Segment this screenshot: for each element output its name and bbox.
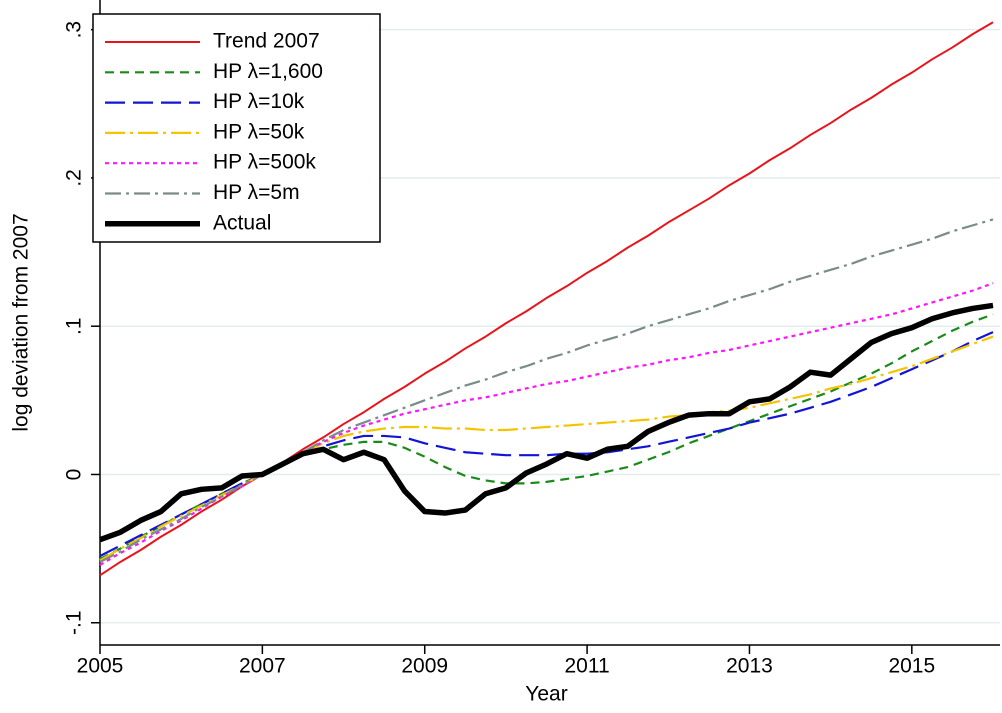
series-line (99, 302, 994, 543)
series-line (99, 218, 994, 563)
legend-label: HP λ=5m (213, 181, 300, 204)
legend-label: Trend 2007 (213, 30, 320, 53)
legend-label: HP λ=500k (213, 151, 316, 174)
legend-label: Actual (213, 211, 271, 234)
y-axis-title: log deviation from 2007 (10, 213, 33, 431)
series-line (99, 331, 994, 558)
x-tick-label: 2005 (77, 655, 124, 678)
y-tick-label: .3 (63, 21, 86, 39)
x-axis-title: Year (525, 683, 567, 706)
x-tick-label: 2013 (726, 655, 773, 678)
x-tick-label: 2007 (239, 655, 286, 678)
y-tick-label: .1 (63, 317, 86, 335)
legend-box (92, 13, 381, 243)
series-line (99, 335, 994, 562)
legend-label: HP λ=10k (213, 90, 305, 113)
legend-label: HP λ=50k (213, 120, 305, 143)
x-tick-label: 2011 (565, 655, 610, 678)
y-tick-label: -.1 (63, 611, 86, 636)
legend-label: HP λ=1,600 (213, 60, 323, 83)
x-tick-label: 2009 (401, 655, 448, 678)
y-tick-label: .2 (63, 169, 86, 187)
y-tick-label: 0 (63, 469, 86, 481)
x-tick-label: 2015 (888, 655, 935, 678)
